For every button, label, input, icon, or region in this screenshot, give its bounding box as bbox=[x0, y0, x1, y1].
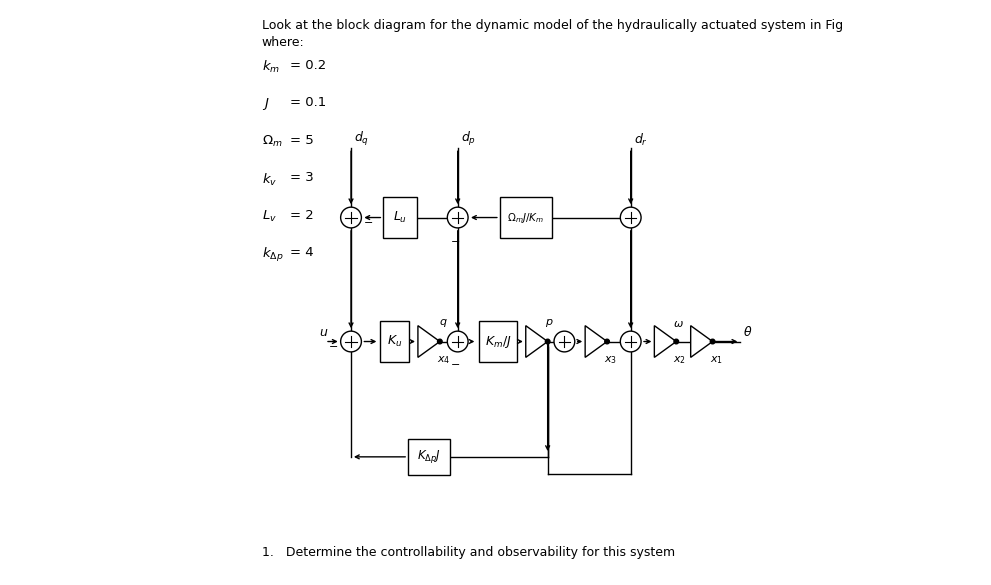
Text: = 0.2: = 0.2 bbox=[290, 59, 327, 72]
Text: $K_{\Delta p}J$: $K_{\Delta p}J$ bbox=[417, 448, 441, 465]
Bar bbox=[499, 197, 552, 238]
Text: $K_m/J$: $K_m/J$ bbox=[485, 333, 511, 349]
Circle shape bbox=[620, 207, 641, 228]
Text: $x_2$: $x_2$ bbox=[673, 354, 687, 366]
Polygon shape bbox=[585, 326, 607, 357]
Text: $x_4$: $x_4$ bbox=[437, 354, 450, 366]
Text: = 0.1: = 0.1 bbox=[290, 97, 327, 109]
Text: $p$: $p$ bbox=[545, 317, 554, 329]
Text: = 2: = 2 bbox=[290, 209, 314, 222]
Polygon shape bbox=[418, 326, 440, 357]
Text: $-$: $-$ bbox=[328, 340, 338, 350]
Text: $x_3$: $x_3$ bbox=[605, 354, 617, 366]
Circle shape bbox=[437, 339, 442, 344]
Polygon shape bbox=[654, 326, 676, 357]
Bar bbox=[384, 197, 417, 238]
Text: 1.   Determine the controllability and observability for this system: 1. Determine the controllability and obs… bbox=[262, 546, 675, 559]
Circle shape bbox=[447, 207, 468, 228]
Text: where:: where: bbox=[262, 36, 304, 49]
Circle shape bbox=[605, 339, 609, 344]
Text: $u$: $u$ bbox=[319, 326, 329, 339]
Circle shape bbox=[545, 339, 550, 344]
Circle shape bbox=[674, 339, 679, 344]
Bar bbox=[480, 321, 517, 362]
Text: $q$: $q$ bbox=[439, 317, 447, 329]
Text: $-$: $-$ bbox=[363, 216, 374, 226]
Text: $K_u$: $K_u$ bbox=[386, 334, 402, 349]
Text: = 4: = 4 bbox=[290, 246, 314, 259]
Bar bbox=[380, 321, 408, 362]
Text: Look at the block diagram for the dynamic model of the hydraulically actuated sy: Look at the block diagram for the dynami… bbox=[262, 19, 842, 32]
Text: $d_p$: $d_p$ bbox=[461, 130, 476, 149]
Circle shape bbox=[620, 331, 641, 352]
Text: $k_v$: $k_v$ bbox=[262, 171, 276, 188]
Bar bbox=[408, 439, 450, 475]
Text: = 3: = 3 bbox=[290, 171, 314, 184]
Circle shape bbox=[711, 339, 715, 344]
Text: $d_r$: $d_r$ bbox=[633, 132, 647, 149]
Text: $\omega$: $\omega$ bbox=[673, 319, 684, 329]
Text: $-$: $-$ bbox=[450, 357, 460, 367]
Text: $\Omega_m$: $\Omega_m$ bbox=[262, 134, 282, 149]
Text: $k_m$: $k_m$ bbox=[262, 59, 279, 75]
Text: $x_1$: $x_1$ bbox=[710, 354, 722, 366]
Polygon shape bbox=[691, 326, 713, 357]
Text: $L_u$: $L_u$ bbox=[393, 210, 407, 225]
Circle shape bbox=[447, 331, 468, 352]
Text: $\theta$: $\theta$ bbox=[743, 325, 752, 339]
Circle shape bbox=[341, 207, 362, 228]
Text: $\Omega_m J/K_m$: $\Omega_m J/K_m$ bbox=[507, 211, 544, 225]
Polygon shape bbox=[526, 326, 548, 357]
Text: $L_v$: $L_v$ bbox=[262, 209, 276, 224]
Text: $k_{\Delta p}$: $k_{\Delta p}$ bbox=[262, 246, 283, 264]
Text: = 5: = 5 bbox=[290, 134, 314, 147]
Circle shape bbox=[554, 331, 575, 352]
Circle shape bbox=[341, 331, 362, 352]
Text: $J$: $J$ bbox=[262, 97, 270, 112]
Text: $-$: $-$ bbox=[450, 235, 460, 245]
Text: $d_q$: $d_q$ bbox=[354, 130, 369, 149]
